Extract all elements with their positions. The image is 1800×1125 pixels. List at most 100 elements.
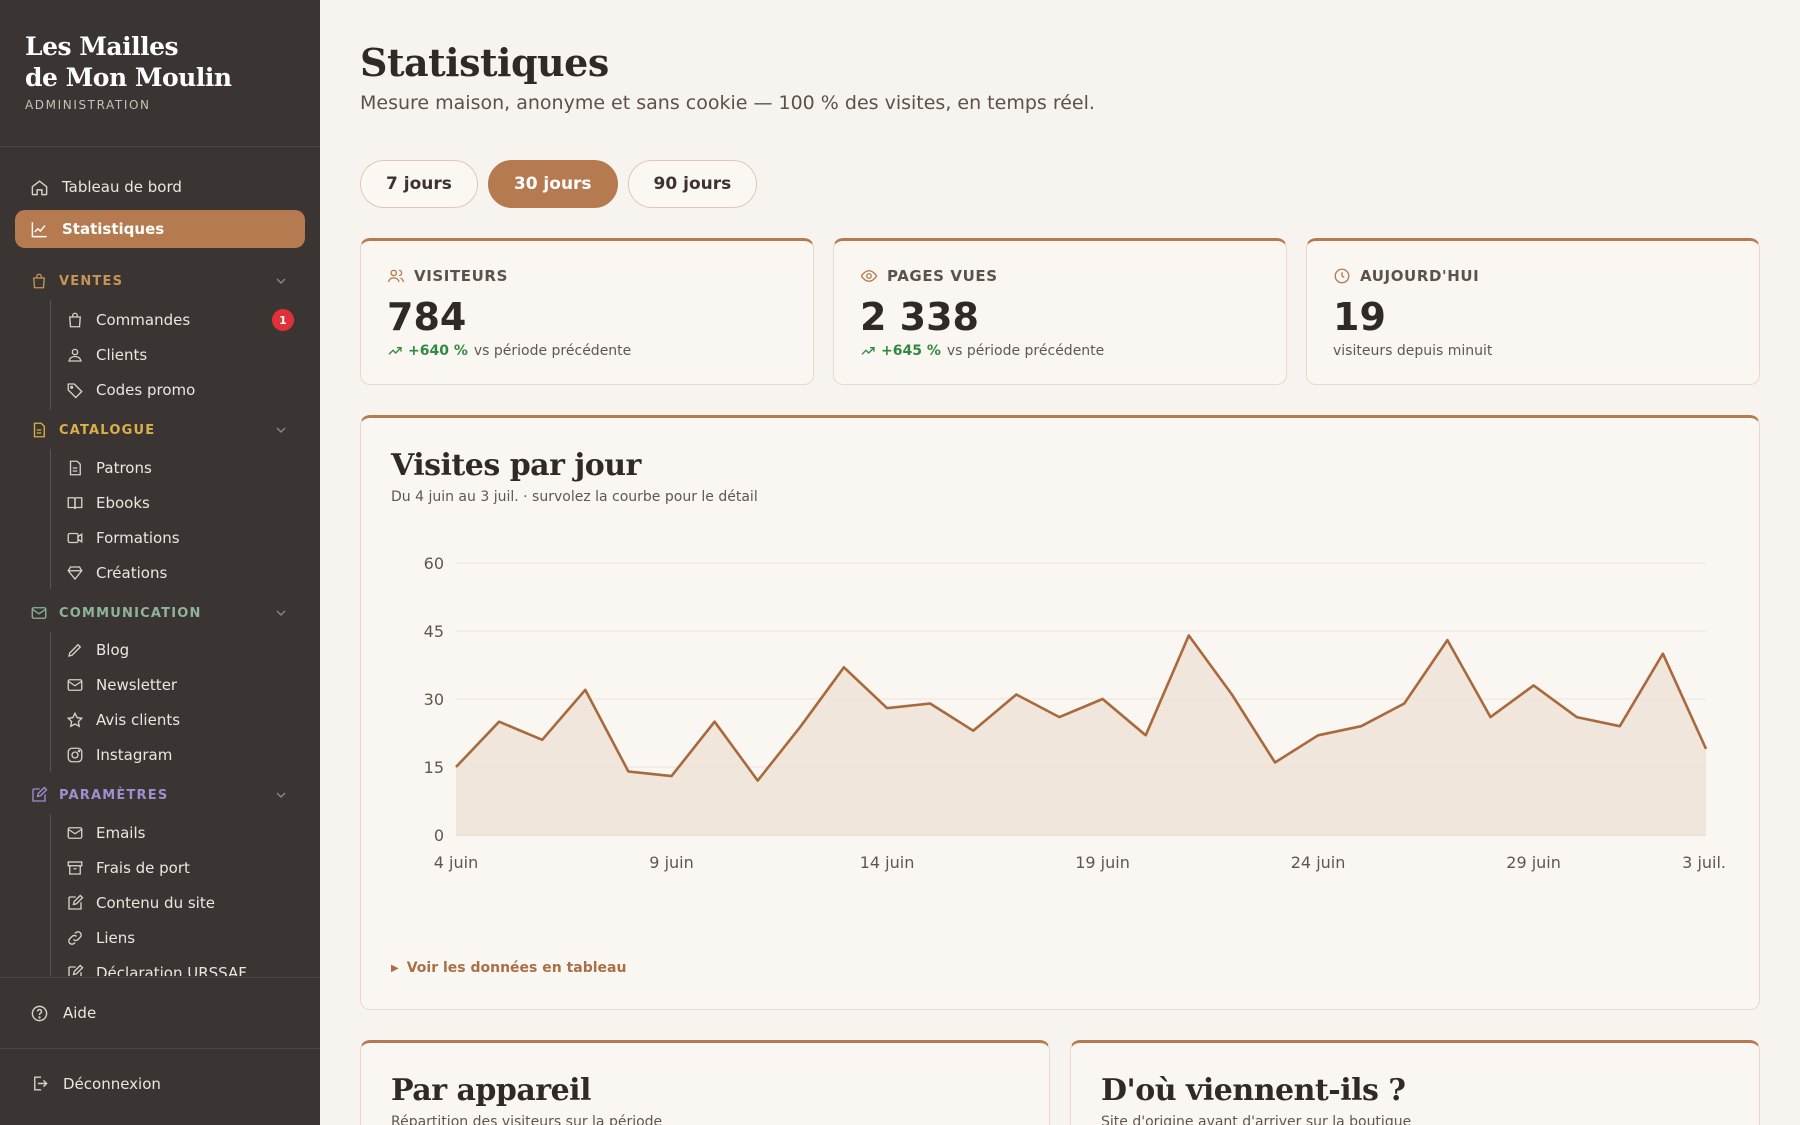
- data-point[interactable]: [1398, 698, 1410, 710]
- sidebar-item-reviews[interactable]: Avis clients: [66, 704, 306, 736]
- mail-icon: [31, 607, 47, 619]
- data-point[interactable]: [752, 775, 764, 787]
- orders-badge: 1: [272, 309, 294, 331]
- data-point[interactable]: [709, 716, 721, 728]
- data-point[interactable]: [1614, 720, 1626, 732]
- visits-chart-card: Visites par jour Du 4 juin au 3 juil. · …: [360, 415, 1760, 1010]
- line-chart-icon: [31, 221, 47, 237]
- data-point[interactable]: [1226, 688, 1238, 700]
- section-ventes[interactable]: VENTES: [15, 266, 305, 296]
- sidebar-item-emails[interactable]: Emails: [66, 817, 306, 849]
- chevron-down-icon: [276, 278, 286, 285]
- period-90-days-button[interactable]: 90 jours: [627, 160, 758, 208]
- data-point[interactable]: [1571, 711, 1583, 723]
- data-point[interactable]: [1140, 729, 1152, 741]
- kpi-label: PAGES VUES: [860, 267, 1260, 285]
- kpi-card-today: AUJOURD'HUI 19 visiteurs depuis minuit: [1306, 238, 1760, 385]
- data-point[interactable]: [666, 770, 678, 782]
- sidebar-item-promo-codes[interactable]: Codes promo: [66, 374, 306, 406]
- sidebar-item-urssaf[interactable]: Déclaration URSSAF: [66, 957, 306, 976]
- period-30-days-button[interactable]: 30 jours: [487, 160, 618, 208]
- data-point[interactable]: [1269, 756, 1281, 768]
- data-point[interactable]: [450, 761, 462, 773]
- sidebar-item-label: Statistiques: [62, 220, 165, 238]
- x-tick-label: 3 juil.: [1682, 853, 1726, 872]
- sidebar-item-label: Clients: [96, 346, 148, 364]
- triangle-right-icon: ▶: [391, 962, 399, 974]
- data-point[interactable]: [493, 716, 505, 728]
- sidebar-item-clients[interactable]: Clients: [66, 339, 306, 371]
- data-point[interactable]: [579, 684, 591, 696]
- y-tick-label: 0: [434, 826, 444, 845]
- kpi-note: visiteurs depuis minuit: [1333, 343, 1733, 359]
- chart-area[interactable]: 0 15 30 45 60 4 juin 9 juin 14 juin 19 juin 24 ju…: [361, 528, 1759, 898]
- chevron-down-icon: [276, 427, 286, 434]
- brand-name[interactable]: Les Mailles de Mon Moulin: [25, 31, 295, 93]
- x-tick-label: 24 juin: [1291, 853, 1346, 872]
- data-point[interactable]: [1657, 648, 1669, 660]
- sidebar-item-shipping[interactable]: Frais de port: [66, 852, 306, 884]
- kpi-trend-text: vs période précédente: [946, 343, 1105, 359]
- data-point[interactable]: [1183, 630, 1195, 642]
- y-tick-label: 30: [424, 690, 444, 709]
- data-point[interactable]: [1355, 720, 1367, 732]
- sidebar-item-blog[interactable]: Blog: [66, 634, 306, 666]
- sidebar-item-links[interactable]: Liens: [66, 922, 306, 954]
- y-tick-label: 45: [424, 622, 444, 641]
- data-point[interactable]: [967, 725, 979, 737]
- data-point[interactable]: [795, 720, 807, 732]
- kpi-value: 784: [387, 295, 467, 339]
- sidebar-item-patterns[interactable]: Patrons: [66, 452, 306, 484]
- section-communication[interactable]: COMMUNICATION: [15, 598, 305, 628]
- data-point[interactable]: [1053, 711, 1065, 723]
- sidebar-item-dashboard[interactable]: Tableau de bord: [15, 168, 305, 206]
- data-point[interactable]: [1700, 743, 1712, 755]
- section-label: CATALOGUE: [59, 422, 156, 438]
- period-selector: 7 jours 30 jours 90 jours: [360, 160, 758, 208]
- sidebar-item-orders[interactable]: Commandes 1: [66, 304, 306, 336]
- visits-line-chart[interactable]: 0 15 30 45 60 4 juin 9 juin 14 juin 19 juin 24 ju…: [361, 528, 1759, 898]
- video-icon: [67, 532, 83, 544]
- data-point[interactable]: [924, 698, 936, 710]
- series-line[interactable]: [455, 634, 1708, 782]
- sidebar-item-label: Instagram: [96, 746, 173, 764]
- data-point[interactable]: [838, 661, 850, 673]
- sidebar-item-statistics[interactable]: Statistiques: [15, 210, 305, 248]
- sidebar-item-creations[interactable]: Créations: [66, 557, 306, 589]
- section-catalogue[interactable]: CATALOGUE: [15, 415, 305, 445]
- sidebar-item-label: Avis clients: [96, 711, 181, 729]
- x-tick-label: 14 juin: [860, 853, 915, 872]
- kpi-label: VISITEURS: [387, 267, 787, 285]
- archive-box-icon: [67, 861, 83, 875]
- data-point[interactable]: [1312, 729, 1324, 741]
- sidebar-item-newsletter[interactable]: Newsletter: [66, 669, 306, 701]
- kpi-note-text: visiteurs depuis minuit: [1333, 343, 1493, 359]
- chart-title: Visites par jour: [391, 448, 641, 483]
- data-point[interactable]: [1441, 634, 1453, 646]
- data-point[interactable]: [622, 766, 634, 778]
- origin-card: D'où viennent-ils ? Site d'origine avant…: [1070, 1040, 1760, 1125]
- sidebar-item-label: Commandes: [96, 311, 191, 329]
- sidebar-item-label: Déconnexion: [63, 1074, 161, 1093]
- sidebar-nav: Tableau de bord Statistiques VENTES Comm…: [0, 168, 320, 976]
- data-point[interactable]: [1528, 679, 1540, 691]
- sidebar-item-label: Newsletter: [96, 676, 178, 694]
- sidebar-item-logout[interactable]: Déconnexion: [0, 1048, 320, 1118]
- sidebar-item-ebooks[interactable]: Ebooks: [66, 487, 306, 519]
- data-point[interactable]: [881, 702, 893, 714]
- section-parametres[interactable]: PARAMÈTRES: [15, 780, 305, 810]
- period-7-days-button[interactable]: 7 jours: [360, 160, 478, 208]
- data-point[interactable]: [1097, 693, 1109, 705]
- data-point[interactable]: [1010, 688, 1022, 700]
- sidebar-item-courses[interactable]: Formations: [66, 522, 306, 554]
- data-point[interactable]: [536, 734, 548, 746]
- data-point[interactable]: [1484, 711, 1496, 723]
- show-table-toggle[interactable]: ▶ Voir les données en tableau: [391, 960, 626, 976]
- logout-icon: [34, 1076, 48, 1091]
- home-icon: [31, 179, 48, 195]
- sidebar-item-instagram[interactable]: Instagram: [66, 739, 306, 771]
- sidebar-item-site-content[interactable]: Contenu du site: [66, 887, 306, 919]
- sidebar-item-help[interactable]: Aide: [0, 978, 320, 1048]
- sidebar-item-label: Tableau de bord: [62, 178, 182, 196]
- clock-icon: [1334, 268, 1350, 284]
